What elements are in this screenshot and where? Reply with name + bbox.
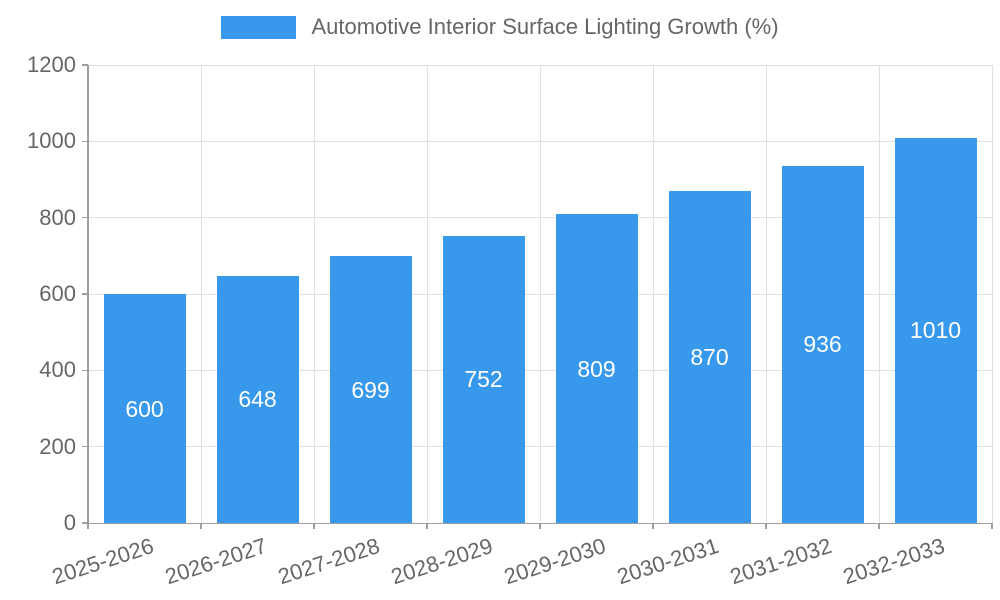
y-axis-line bbox=[87, 65, 89, 523]
x-tick-label: 2025-2026 bbox=[48, 533, 157, 590]
bar[interactable] bbox=[103, 294, 186, 523]
gridline-vertical bbox=[313, 65, 315, 523]
gridline-vertical bbox=[652, 65, 654, 523]
y-tick-label: 800 bbox=[39, 204, 76, 230]
x-tick-label: 2030-2031 bbox=[613, 533, 722, 590]
bar-value-label: 809 bbox=[577, 355, 616, 382]
y-tick-label: 1000 bbox=[27, 128, 76, 154]
x-tick-mark bbox=[200, 523, 202, 529]
x-tick-label: 2032-2033 bbox=[839, 533, 948, 590]
legend: Automotive Interior Surface Lighting Gro… bbox=[0, 14, 1000, 40]
x-tick-mark bbox=[991, 523, 993, 529]
x-tick-mark bbox=[652, 523, 654, 529]
y-tick-label: 200 bbox=[39, 433, 76, 459]
bar-value-label: 936 bbox=[803, 331, 842, 358]
bar[interactable] bbox=[894, 137, 977, 523]
gridline-vertical bbox=[878, 65, 880, 523]
x-tick-label: 2027-2028 bbox=[274, 533, 383, 590]
x-tick-label: 2028-2029 bbox=[387, 533, 496, 590]
x-tick-mark bbox=[313, 523, 315, 529]
x-tick-label: 2026-2027 bbox=[161, 533, 270, 590]
legend-color-swatch bbox=[221, 15, 297, 39]
y-tick-label: 600 bbox=[39, 281, 76, 306]
x-tick-label: 2031-2032 bbox=[726, 533, 835, 590]
legend-label: Automotive Interior Surface Lighting Gro… bbox=[311, 14, 779, 39]
bar[interactable] bbox=[555, 214, 638, 523]
bar-value-label: 870 bbox=[690, 343, 729, 370]
gridline-vertical bbox=[200, 65, 202, 523]
bar[interactable] bbox=[668, 190, 751, 523]
y-tick-label: 400 bbox=[39, 357, 76, 383]
legend-item[interactable]: Automotive Interior Surface Lighting Gro… bbox=[221, 14, 779, 40]
y-tick-mark bbox=[82, 216, 88, 219]
x-tick-mark bbox=[765, 523, 767, 529]
y-tick-label: 1200 bbox=[27, 52, 76, 77]
bar-value-label: 600 bbox=[125, 395, 164, 422]
bar-value-label: 699 bbox=[351, 376, 390, 403]
x-tick-mark bbox=[87, 523, 89, 529]
gridline-vertical bbox=[539, 65, 541, 523]
bar-value-label: 752 bbox=[464, 366, 503, 393]
x-tick-mark bbox=[878, 523, 880, 529]
bar[interactable] bbox=[781, 165, 864, 523]
gridline-vertical bbox=[765, 65, 767, 523]
bar[interactable] bbox=[216, 275, 299, 523]
y-tick-mark bbox=[82, 293, 88, 295]
y-tick-mark bbox=[82, 369, 88, 372]
bar[interactable] bbox=[442, 235, 525, 523]
x-tick-mark bbox=[539, 523, 541, 529]
gridline-vertical bbox=[426, 65, 428, 523]
y-tick-label: 0 bbox=[63, 510, 76, 535]
bar[interactable] bbox=[329, 256, 412, 523]
x-tick-label: 2029-2030 bbox=[500, 533, 609, 590]
bar-value-label: 1010 bbox=[909, 317, 962, 344]
y-tick-mark bbox=[82, 140, 88, 143]
x-tick-mark bbox=[426, 523, 428, 529]
y-tick-mark bbox=[82, 445, 88, 448]
y-tick-mark bbox=[82, 522, 88, 524]
gridline-vertical bbox=[991, 65, 993, 523]
y-tick-mark bbox=[82, 64, 88, 66]
x-axis-line bbox=[88, 522, 992, 524]
bar-value-label: 648 bbox=[238, 386, 277, 413]
